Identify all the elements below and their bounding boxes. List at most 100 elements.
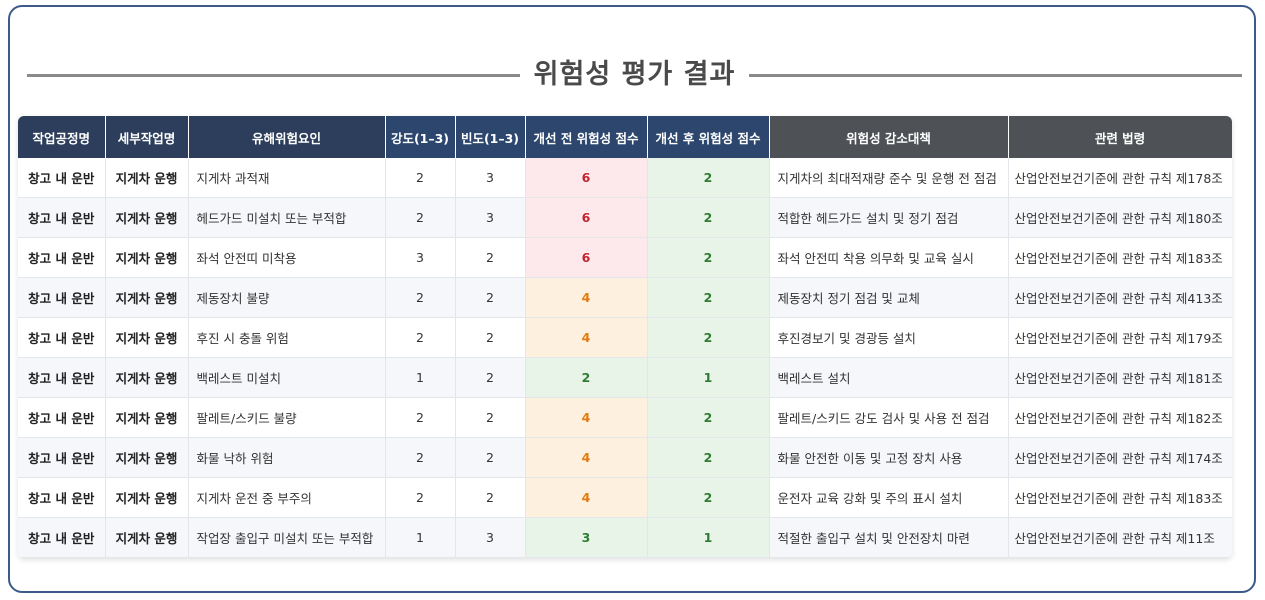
table-row: 창고 내 운반 지게차 운행 제동장치 불량 2 2 4 2 제동장치 정기 점검 및 교체 산…: [18, 277, 1232, 318]
cell-score-after: 2: [647, 197, 770, 238]
cell-measure: 운전자 교육 강화 및 주의 표시 설치: [769, 477, 1009, 518]
cell-process: 창고 내 운반: [18, 237, 106, 278]
cell-score-before: 4: [525, 437, 648, 478]
cell-measure: 화물 안전한 이동 및 고정 장치 사용: [769, 437, 1009, 478]
cell-frequency: 2: [455, 477, 526, 518]
table-row: 창고 내 운반 지게차 운행 헤드가드 미설치 또는 부적합 2 3 6 2 적합한 헤드가드…: [18, 197, 1232, 238]
cell-hazard: 지게차 과적재: [188, 158, 386, 198]
cell-score-before: 4: [525, 317, 648, 358]
title-row: 위험성 평가 결과: [27, 49, 1242, 93]
cell-score-after: 1: [647, 357, 770, 398]
cell-law: 산업안전보건기준에 관한 규칙 제183조: [1008, 237, 1232, 278]
cell-process: 창고 내 운반: [18, 277, 106, 318]
cell-severity: 2: [385, 317, 456, 358]
cell-task: 지게차 운행: [105, 397, 189, 438]
cell-score-before: 6: [525, 237, 648, 278]
cell-measure: 백레스트 설치: [769, 357, 1009, 398]
header-task: 세부작업명: [105, 116, 189, 158]
header-score-before: 개선 전 위험성 점수: [525, 116, 648, 158]
header-law: 관련 법령: [1008, 116, 1232, 158]
cell-hazard: 팔레트/스키드 불량: [188, 397, 386, 438]
header-measure: 위험성 감소대책: [769, 116, 1009, 158]
cell-severity: 2: [385, 277, 456, 318]
cell-score-after: 1: [647, 517, 770, 558]
cell-hazard: 제동장치 불량: [188, 277, 386, 318]
cell-task: 지게차 운행: [105, 517, 189, 558]
cell-score-after: 2: [647, 397, 770, 438]
cell-score-after: 2: [647, 158, 770, 198]
cell-task: 지게차 운행: [105, 317, 189, 358]
cell-score-before: 4: [525, 477, 648, 518]
cell-process: 창고 내 운반: [18, 197, 106, 238]
cell-task: 지게차 운행: [105, 197, 189, 238]
cell-severity: 2: [385, 437, 456, 478]
cell-score-before: 4: [525, 397, 648, 438]
cell-frequency: 3: [455, 197, 526, 238]
cell-law: 산업안전보건기준에 관한 규칙 제179조: [1008, 317, 1232, 358]
cell-frequency: 2: [455, 317, 526, 358]
table-row: 창고 내 운반 지게차 운행 지게차 과적재 2 3 6 2 지게차의 최대적재량 준수 및 …: [18, 158, 1232, 198]
cell-score-after: 2: [647, 317, 770, 358]
header-hazard: 유해위험요인: [188, 116, 386, 158]
cell-measure: 적절한 출입구 설치 및 안전장치 마련: [769, 517, 1009, 558]
cell-severity: 1: [385, 517, 456, 558]
cell-severity: 3: [385, 237, 456, 278]
table-row: 창고 내 운반 지게차 운행 후진 시 충돌 위험 2 2 4 2 후진경보기 및 경광등 설…: [18, 317, 1232, 358]
table-row: 창고 내 운반 지게차 운행 백레스트 미설치 1 2 2 1 백레스트 설치 산업안전보건기준…: [18, 357, 1232, 398]
cell-task: 지게차 운행: [105, 277, 189, 318]
cell-hazard: 백레스트 미설치: [188, 357, 386, 398]
table-row: 창고 내 운반 지게차 운행 팔레트/스키드 불량 2 2 4 2 팔레트/스키드 강도 검사…: [18, 397, 1232, 438]
cell-process: 창고 내 운반: [18, 158, 106, 198]
cell-task: 지게차 운행: [105, 477, 189, 518]
cell-severity: 2: [385, 197, 456, 238]
cell-frequency: 3: [455, 158, 526, 198]
results-table-container: 작업공정명 세부작업명 유해위험요인 강도(1–3) 빈도(1–3) 개선 전 …: [18, 116, 1232, 558]
cell-hazard: 좌석 안전띠 미착용: [188, 237, 386, 278]
cell-process: 창고 내 운반: [18, 477, 106, 518]
table-row: 창고 내 운반 지게차 운행 작업장 출입구 미설치 또는 부적합 1 3 3 1 적절한 출…: [18, 517, 1232, 558]
cell-law: 산업안전보건기준에 관한 규칙 제183조: [1008, 477, 1232, 518]
cell-law: 산업안전보건기준에 관한 규칙 제413조: [1008, 277, 1232, 318]
cell-frequency: 2: [455, 277, 526, 318]
cell-score-before: 3: [525, 517, 648, 558]
cell-law: 산업안전보건기준에 관한 규칙 제181조: [1008, 357, 1232, 398]
cell-law: 산업안전보건기준에 관한 규칙 제182조: [1008, 397, 1232, 438]
cell-task: 지게차 운행: [105, 437, 189, 478]
cell-hazard: 지게차 운전 중 부주의: [188, 477, 386, 518]
cell-law: 산업안전보건기준에 관한 규칙 제178조: [1008, 158, 1232, 198]
table-header-row: 작업공정명 세부작업명 유해위험요인 강도(1–3) 빈도(1–3) 개선 전 …: [18, 116, 1232, 158]
cell-frequency: 2: [455, 437, 526, 478]
cell-process: 창고 내 운반: [18, 317, 106, 358]
cell-hazard: 헤드가드 미설치 또는 부적합: [188, 197, 386, 238]
cell-hazard: 후진 시 충돌 위험: [188, 317, 386, 358]
cell-severity: 2: [385, 158, 456, 198]
header-severity: 강도(1–3): [385, 116, 456, 158]
cell-score-after: 2: [647, 437, 770, 478]
cell-measure: 제동장치 정기 점검 및 교체: [769, 277, 1009, 318]
title-divider-left: [27, 73, 520, 77]
cell-law: 산업안전보건기준에 관한 규칙 제180조: [1008, 197, 1232, 238]
page-title: 위험성 평가 결과: [533, 58, 736, 90]
cell-task: 지게차 운행: [105, 237, 189, 278]
cell-frequency: 2: [455, 397, 526, 438]
cell-hazard: 작업장 출입구 미설치 또는 부적합: [188, 517, 386, 558]
cell-task: 지게차 운행: [105, 158, 189, 198]
cell-score-before: 2: [525, 357, 648, 398]
table-row: 창고 내 운반 지게차 운행 지게차 운전 중 부주의 2 2 4 2 운전자 교육 강화 및…: [18, 477, 1232, 518]
cell-measure: 팔레트/스키드 강도 검사 및 사용 전 점검: [769, 397, 1009, 438]
cell-severity: 2: [385, 477, 456, 518]
cell-score-before: 6: [525, 197, 648, 238]
cell-severity: 2: [385, 397, 456, 438]
cell-score-after: 2: [647, 477, 770, 518]
cell-measure: 좌석 안전띠 착용 의무화 및 교육 실시: [769, 237, 1009, 278]
cell-process: 창고 내 운반: [18, 517, 106, 558]
cell-measure: 지게차의 최대적재량 준수 및 운행 전 점검: [769, 158, 1009, 198]
cell-measure: 후진경보기 및 경광등 설치: [769, 317, 1009, 358]
cell-process: 창고 내 운반: [18, 437, 106, 478]
cell-law: 산업안전보건기준에 관한 규칙 제11조: [1008, 517, 1232, 558]
cell-frequency: 2: [455, 357, 526, 398]
table-row: 창고 내 운반 지게차 운행 화물 낙하 위험 2 2 4 2 화물 안전한 이동 및 고정 …: [18, 437, 1232, 478]
header-frequency: 빈도(1–3): [455, 116, 526, 158]
table-row: 창고 내 운반 지게차 운행 좌석 안전띠 미착용 3 2 6 2 좌석 안전띠 착용 의무화…: [18, 237, 1232, 278]
cell-score-after: 2: [647, 237, 770, 278]
